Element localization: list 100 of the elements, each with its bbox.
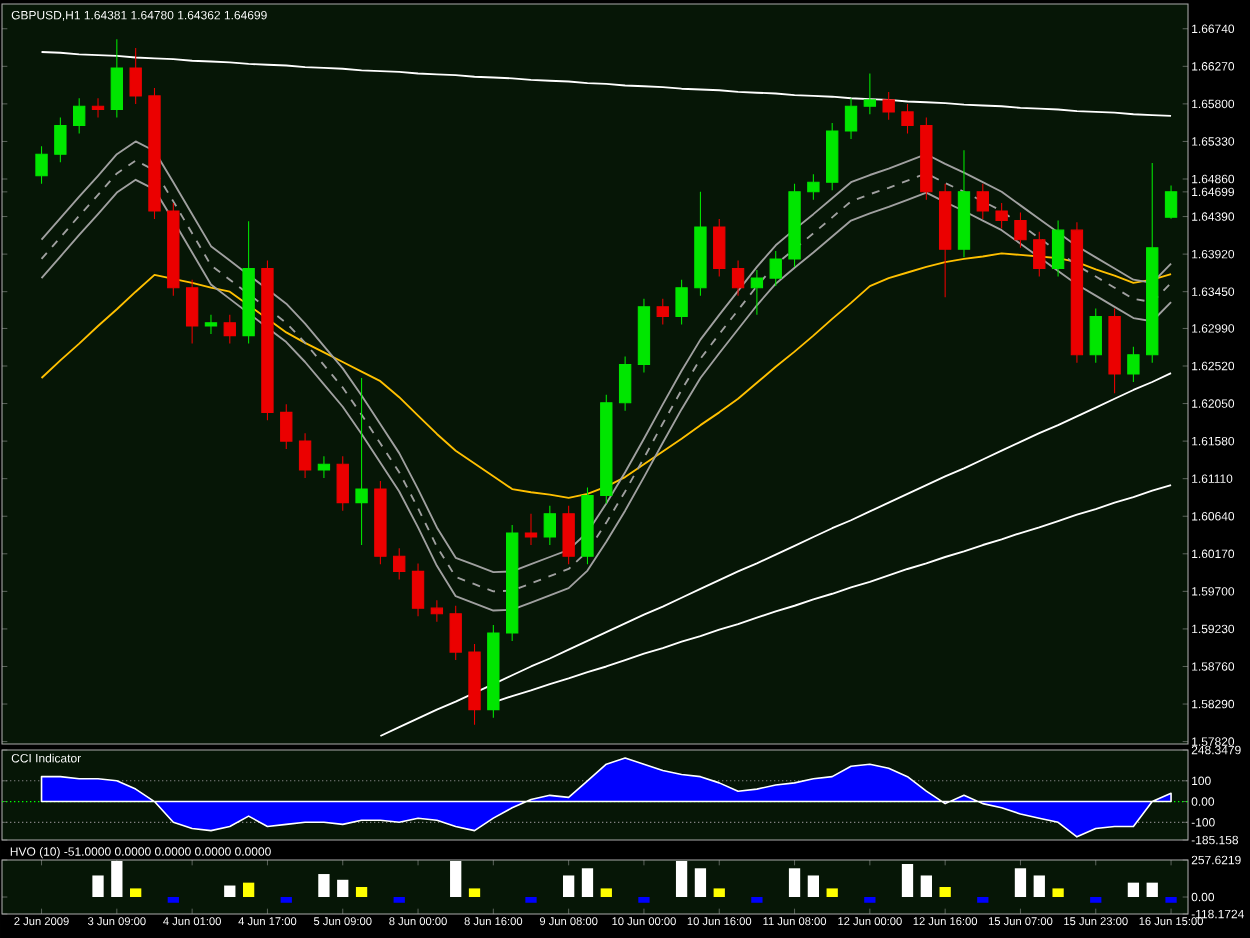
bar [694, 868, 707, 898]
bar [807, 875, 820, 898]
bar [130, 888, 142, 898]
candlestick [1051, 220, 1065, 278]
candlestick [298, 432, 312, 479]
candlestick [110, 38, 124, 119]
bar [337, 879, 349, 898]
bar [1127, 882, 1140, 898]
candlestick [411, 562, 425, 617]
candlestick [656, 298, 669, 325]
candlestick [618, 355, 632, 412]
bar [826, 888, 838, 898]
candlestick [261, 259, 274, 421]
bar [920, 875, 932, 898]
candlestick [995, 202, 1008, 230]
bar [92, 875, 104, 898]
candlestick [562, 505, 575, 565]
candlestick [430, 599, 444, 623]
candlestick [1146, 162, 1159, 364]
bar [1090, 897, 1102, 903]
candlestick [731, 259, 745, 297]
candlestick [788, 183, 801, 268]
bar [1033, 875, 1045, 898]
candlestick [1164, 184, 1178, 220]
candlestick [863, 72, 877, 115]
candlestick [487, 624, 500, 719]
bar [468, 888, 481, 898]
candlestick [901, 103, 914, 134]
candlestick [976, 183, 989, 220]
candlestick [807, 173, 820, 201]
candlestick [204, 314, 218, 335]
bar [788, 868, 801, 898]
bar [563, 875, 575, 898]
bar [901, 863, 914, 898]
candlestick [468, 643, 481, 726]
bar [1165, 897, 1177, 903]
candlestick [882, 91, 895, 121]
candlestick [826, 122, 839, 191]
candlestick [1089, 307, 1102, 364]
candlestick [54, 116, 67, 163]
candlestick [374, 480, 387, 565]
bar [450, 861, 462, 898]
candlestick [938, 183, 952, 298]
candlestick [148, 87, 161, 220]
bar [224, 885, 236, 898]
bar [675, 861, 688, 898]
candlestick [185, 279, 199, 345]
candlestick [336, 455, 349, 512]
candlestick [844, 97, 858, 140]
bar [713, 888, 725, 898]
candlestick [769, 250, 782, 287]
candlestick [957, 149, 971, 258]
bar [242, 882, 255, 898]
bar [318, 874, 330, 898]
candlestick [524, 513, 538, 546]
candlestick [73, 97, 86, 134]
candlestick [355, 377, 368, 546]
bar [355, 886, 368, 898]
candlestick [637, 298, 651, 373]
candlestick [242, 220, 255, 345]
bar [977, 897, 989, 903]
candlestick [1070, 221, 1084, 364]
candlestick [129, 47, 142, 105]
candlestick [35, 145, 48, 185]
candlestick [393, 547, 406, 580]
candlestick [1127, 346, 1140, 383]
candlestick [1033, 231, 1046, 278]
bar [1146, 882, 1158, 898]
bar [111, 861, 123, 898]
bar [939, 886, 951, 898]
bar [1052, 888, 1064, 898]
candlestick [223, 314, 236, 345]
candlestick [920, 116, 933, 201]
line-series [40, 51, 1172, 117]
bar [581, 868, 594, 898]
candlestick [505, 524, 519, 642]
bar [525, 897, 537, 903]
candlestick [600, 394, 613, 504]
candlestick [750, 269, 764, 316]
bar [751, 897, 763, 903]
bar [167, 897, 179, 903]
candlestick [713, 218, 726, 278]
candlestick [694, 191, 707, 297]
candlestick [449, 605, 462, 661]
bar [600, 888, 612, 898]
candlestick [317, 455, 331, 479]
candlestick [675, 279, 688, 325]
bar [393, 897, 405, 903]
bar [1014, 868, 1027, 898]
candlestick [543, 505, 557, 546]
candlestick [581, 486, 594, 565]
line-series [379, 372, 1172, 737]
line-series [40, 252, 1172, 499]
candlestick [1108, 307, 1121, 394]
bar [864, 897, 876, 903]
candlestick [91, 97, 105, 119]
candlestick [167, 202, 180, 297]
bar [638, 897, 650, 903]
candlestick [280, 403, 293, 450]
candlestick [1014, 212, 1027, 249]
